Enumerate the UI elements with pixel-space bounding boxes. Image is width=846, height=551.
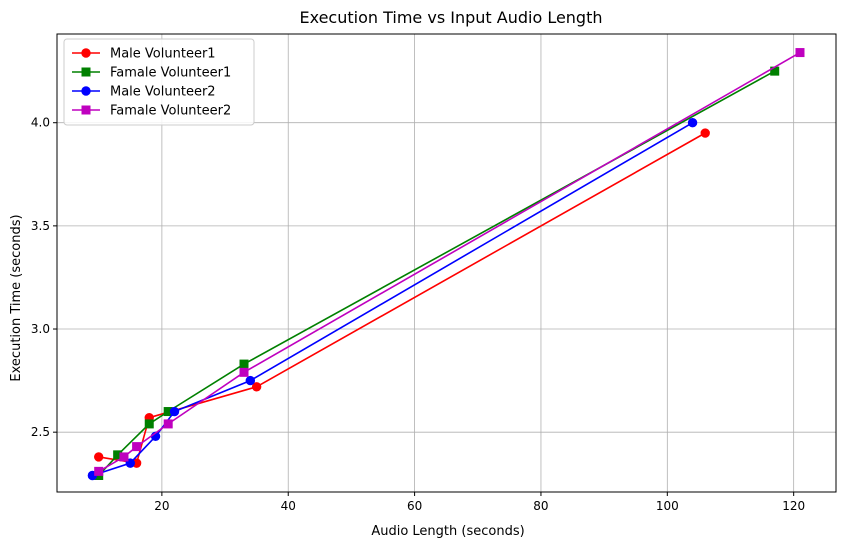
y-axis-label: Execution Time (seconds) — [9, 214, 24, 381]
grid — [57, 34, 836, 492]
legend-item: Famale Volunteer2 — [72, 104, 231, 119]
legend-item: Famale Volunteer1 — [72, 66, 231, 81]
legend-label: Male Volunteer2 — [110, 85, 216, 100]
plot-area-frame — [56, 33, 837, 493]
data-point — [119, 452, 129, 462]
x-tick-label: 100 — [656, 499, 679, 513]
legend-label: Male Volunteer1 — [110, 47, 216, 62]
data-point — [687, 118, 698, 128]
x-axis-label: Audio Length (seconds) — [371, 524, 524, 539]
y-tick-label: 3.5 — [31, 219, 50, 233]
legend-label: Famale Volunteer2 — [110, 104, 231, 119]
legend-marker — [81, 105, 91, 115]
series-layer — [87, 48, 805, 481]
x-tick-label: 20 — [154, 499, 169, 513]
y-tick-label: 4.0 — [31, 116, 50, 130]
legend: Male Volunteer1 Famale Volunteer1 Male Vol… — [63, 38, 255, 126]
data-point — [93, 452, 104, 462]
y-tick-label: 2.5 — [31, 425, 50, 439]
x-tick-label: 60 — [407, 499, 422, 513]
legend-item: Male Volunteer1 — [72, 47, 216, 62]
x-tick-label: 120 — [782, 499, 805, 513]
data-point — [132, 442, 142, 452]
x-tick-label: 40 — [281, 499, 296, 513]
data-point — [700, 128, 710, 138]
legend-marker — [81, 86, 91, 96]
series-4 — [94, 48, 805, 476]
data-point — [239, 367, 249, 377]
data-point — [163, 419, 173, 429]
legend-box — [63, 38, 255, 126]
data-point — [94, 466, 104, 476]
data-point — [251, 382, 262, 392]
data-point — [169, 406, 180, 417]
legend-marker — [81, 48, 91, 58]
data-point — [144, 419, 154, 429]
data-point — [795, 48, 805, 58]
legend-item: Male Volunteer2 — [72, 85, 216, 100]
axis-ticks: 20 40 60 80 100 120 2.5 3.0 3.5 4.0 — [31, 116, 805, 513]
legend-label: Famale Volunteer1 — [110, 66, 231, 81]
legend-marker — [81, 67, 91, 77]
chart-title: Execution Time vs Input Audio Length — [300, 8, 603, 27]
data-point — [239, 359, 249, 369]
data-point — [245, 375, 256, 386]
x-tick-label: 80 — [533, 499, 548, 513]
y-tick-label: 3.0 — [31, 322, 50, 336]
